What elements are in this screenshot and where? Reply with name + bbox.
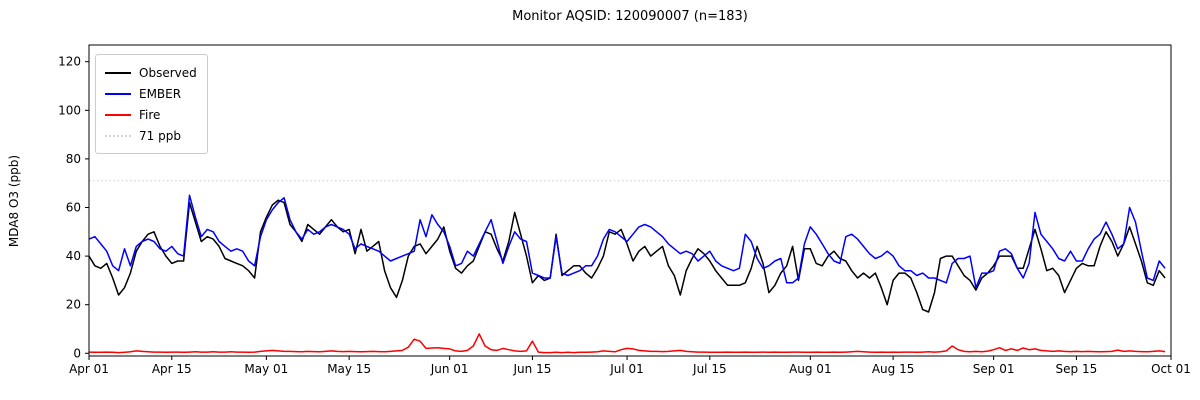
threshold-line-sample bbox=[105, 134, 131, 137]
y-tick-label: 20 bbox=[66, 298, 81, 312]
legend-label: Fire bbox=[139, 107, 161, 122]
y-tick-label: 80 bbox=[66, 152, 81, 166]
x-tick-label: May 15 bbox=[327, 362, 371, 376]
y-tick-label: 120 bbox=[58, 55, 81, 69]
legend: Observed EMBER Fire 71 ppb bbox=[95, 54, 208, 154]
legend-item-threshold: 71 ppb bbox=[105, 125, 197, 146]
y-tick-label: 60 bbox=[66, 201, 81, 215]
observed-line-sample bbox=[105, 71, 131, 74]
chart-title: Monitor AQSID: 120090007 (n=183) bbox=[512, 9, 748, 24]
plot-frame bbox=[88, 44, 1172, 357]
legend-item-fire: Fire bbox=[105, 104, 197, 125]
ember-line-sample bbox=[105, 92, 131, 95]
x-tick-label: Jun 15 bbox=[513, 362, 552, 376]
legend-item-observed: Observed bbox=[105, 62, 197, 83]
observed-line bbox=[88, 199, 1166, 313]
fire-line bbox=[88, 333, 1166, 354]
x-tick-label: Apr 01 bbox=[69, 362, 109, 376]
ember-line bbox=[88, 194, 1166, 289]
x-tick-label: Sep 15 bbox=[1056, 362, 1098, 376]
y-tick-label: 0 bbox=[73, 346, 81, 360]
x-tick-label: May 01 bbox=[244, 362, 288, 376]
x-tick-label: Sep 01 bbox=[973, 362, 1015, 376]
y-tick-label: 100 bbox=[58, 103, 81, 117]
x-tick-label: Apr 15 bbox=[152, 362, 192, 376]
x-tick-label: Oct 01 bbox=[1151, 362, 1191, 376]
legend-item-ember: EMBER bbox=[105, 83, 197, 104]
x-tick-label: Aug 01 bbox=[789, 362, 832, 376]
x-tick-label: Aug 15 bbox=[872, 362, 915, 376]
legend-label: EMBER bbox=[139, 86, 182, 101]
x-tick-label: Jul 15 bbox=[692, 362, 727, 376]
legend-label: Observed bbox=[139, 65, 197, 80]
x-tick-label: Jun 01 bbox=[430, 362, 469, 376]
x-tick-label: Jul 01 bbox=[609, 362, 644, 376]
legend-label: 71 ppb bbox=[139, 128, 181, 143]
y-tick-label: 40 bbox=[66, 249, 81, 263]
fire-line-sample bbox=[105, 113, 131, 116]
